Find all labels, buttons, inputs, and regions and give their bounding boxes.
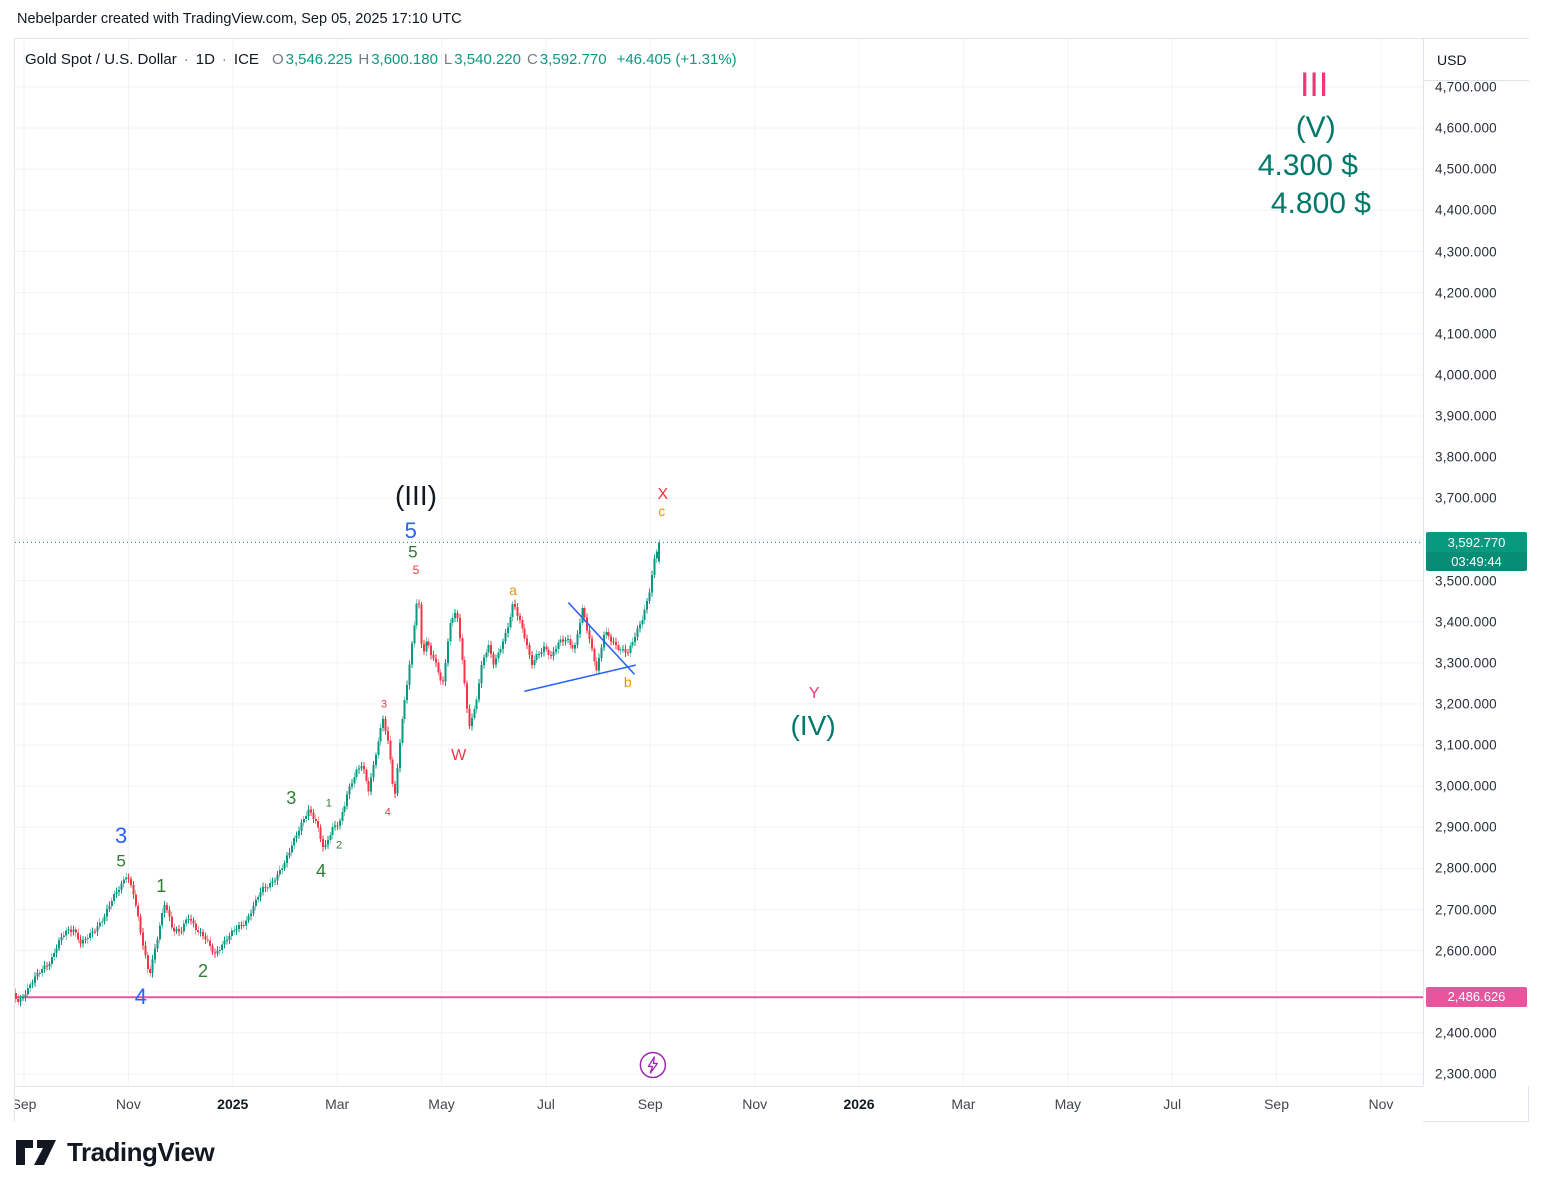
currency-header[interactable]: USD bbox=[1424, 39, 1529, 81]
price-axis-label: 4,200.000 bbox=[1435, 285, 1497, 301]
low-label: L bbox=[443, 51, 453, 68]
price-axis-label: 4,100.000 bbox=[1435, 326, 1497, 342]
price-level-value: 2,486.626 bbox=[1447, 989, 1506, 1005]
candles-series bbox=[15, 539, 661, 1007]
time-axis-label[interactable]: Jul bbox=[536, 1096, 555, 1112]
time-axis-label[interactable]: Sep bbox=[637, 1096, 663, 1112]
price-axis-label: 3,100.000 bbox=[1435, 737, 1497, 753]
gridlines bbox=[15, 39, 1423, 1086]
symbol-exchange[interactable]: ICE bbox=[233, 51, 259, 68]
time-axis-label[interactable]: 2025 bbox=[217, 1096, 249, 1112]
time-axis-label[interactable]: Jul bbox=[1163, 1096, 1182, 1112]
price-axis[interactable]: USD 3,592.770 03:49:44 2,486.626 4,700.0… bbox=[1423, 39, 1529, 1086]
countdown-timer: 03:49:44 bbox=[1426, 551, 1527, 571]
attribution-bar: Nebelparder created with TradingView.com… bbox=[0, 0, 1543, 38]
price-axis-label: 3,300.000 bbox=[1435, 655, 1497, 671]
close-label: C bbox=[527, 51, 538, 68]
last-price-value: 3,592.770 bbox=[1447, 534, 1506, 550]
time-axis[interactable]: Sep Nov 2025 Mar May Jul Sep Nov 2026 Mar May Jul Se… bbox=[15, 1086, 1423, 1122]
legend-separator-2: · bbox=[221, 51, 227, 68]
open-label: O bbox=[271, 51, 284, 68]
tradingview-footer: TradingView bbox=[14, 1136, 215, 1169]
symbol-legend[interactable]: Gold Spot / U.S. Dollar · 1D · ICE O 3,54… bbox=[25, 51, 737, 68]
open-group: O 3,546.225 bbox=[272, 51, 352, 68]
price-axis-label: 3,800.000 bbox=[1435, 449, 1497, 465]
price-axis-label: 2,800.000 bbox=[1435, 860, 1497, 876]
symbol-title[interactable]: Gold Spot / U.S. Dollar bbox=[25, 51, 177, 68]
high-value: 3,600.180 bbox=[371, 51, 438, 68]
trendline[interactable] bbox=[524, 664, 636, 692]
price-axis-label: 2,300.000 bbox=[1435, 1066, 1497, 1082]
time-axis-label[interactable]: May bbox=[428, 1096, 455, 1112]
currency-label: USD bbox=[1437, 51, 1467, 68]
time-axis-label[interactable]: Sep bbox=[1264, 1096, 1290, 1112]
low-value: 3,540.220 bbox=[454, 51, 521, 68]
price-axis-label: 4,000.000 bbox=[1435, 367, 1497, 383]
high-group: H 3,600.180 bbox=[358, 51, 438, 68]
price-axis-label: 4,500.000 bbox=[1435, 161, 1497, 177]
price-axis-label: 3,500.000 bbox=[1435, 573, 1497, 588]
price-axis-label: 2,700.000 bbox=[1435, 902, 1497, 917]
time-axis-label[interactable]: May bbox=[1054, 1096, 1082, 1112]
price-axis-label: 2,600.000 bbox=[1435, 943, 1497, 959]
tradingview-logo-icon[interactable] bbox=[14, 1136, 58, 1169]
event-marker-icon[interactable] bbox=[639, 1051, 667, 1079]
price-axis-label: 3,000.000 bbox=[1435, 778, 1497, 794]
time-axis-label[interactable]: Nov bbox=[742, 1096, 768, 1112]
price-axis-label: 3,700.000 bbox=[1435, 490, 1497, 506]
time-axis-label[interactable]: 2026 bbox=[843, 1096, 875, 1112]
high-label: H bbox=[358, 51, 370, 68]
price-level-badge: 2,486.626 bbox=[1426, 987, 1527, 1008]
price-axis-label: 4,300.000 bbox=[1435, 244, 1497, 259]
attribution-text: Nebelparder created with TradingView.com… bbox=[17, 11, 462, 27]
low-group: L 3,540.220 bbox=[444, 51, 521, 68]
legend-separator-1: · bbox=[183, 51, 189, 68]
price-axis-label: 4,400.000 bbox=[1435, 202, 1497, 218]
price-axis-label: 3,200.000 bbox=[1435, 696, 1497, 712]
price-axis-label: 2,400.000 bbox=[1435, 1025, 1497, 1041]
time-axis-label[interactable]: Mar bbox=[325, 1096, 350, 1112]
time-axis-label[interactable]: Mar bbox=[951, 1096, 976, 1112]
price-axis-label: 3,400.000 bbox=[1435, 614, 1497, 630]
price-axis-label: 2,900.000 bbox=[1435, 819, 1497, 835]
close-group: C 3,592.770 bbox=[527, 51, 607, 68]
candlestick-chart[interactable] bbox=[15, 39, 1423, 1086]
time-axis-label[interactable]: Sep bbox=[15, 1096, 37, 1112]
time-axis-label[interactable]: Nov bbox=[1368, 1096, 1394, 1112]
last-price-badge: 3,592.770 03:49:44 bbox=[1426, 531, 1527, 571]
price-axis-label: 4,600.000 bbox=[1435, 120, 1497, 136]
open-value: 3,546.225 bbox=[285, 51, 353, 68]
tradingview-wordmark[interactable]: TradingView bbox=[67, 1137, 215, 1167]
close-value: 3,592.770 bbox=[539, 51, 607, 68]
price-axis-label: 3,900.000 bbox=[1435, 408, 1497, 424]
symbol-interval[interactable]: 1D bbox=[195, 51, 215, 68]
trendline[interactable] bbox=[568, 602, 635, 675]
time-axis-label[interactable]: Nov bbox=[115, 1096, 141, 1112]
change-value: +46.405 (+1.31%) bbox=[616, 51, 737, 68]
price-axis-label: 4,700.000 bbox=[1435, 79, 1497, 95]
